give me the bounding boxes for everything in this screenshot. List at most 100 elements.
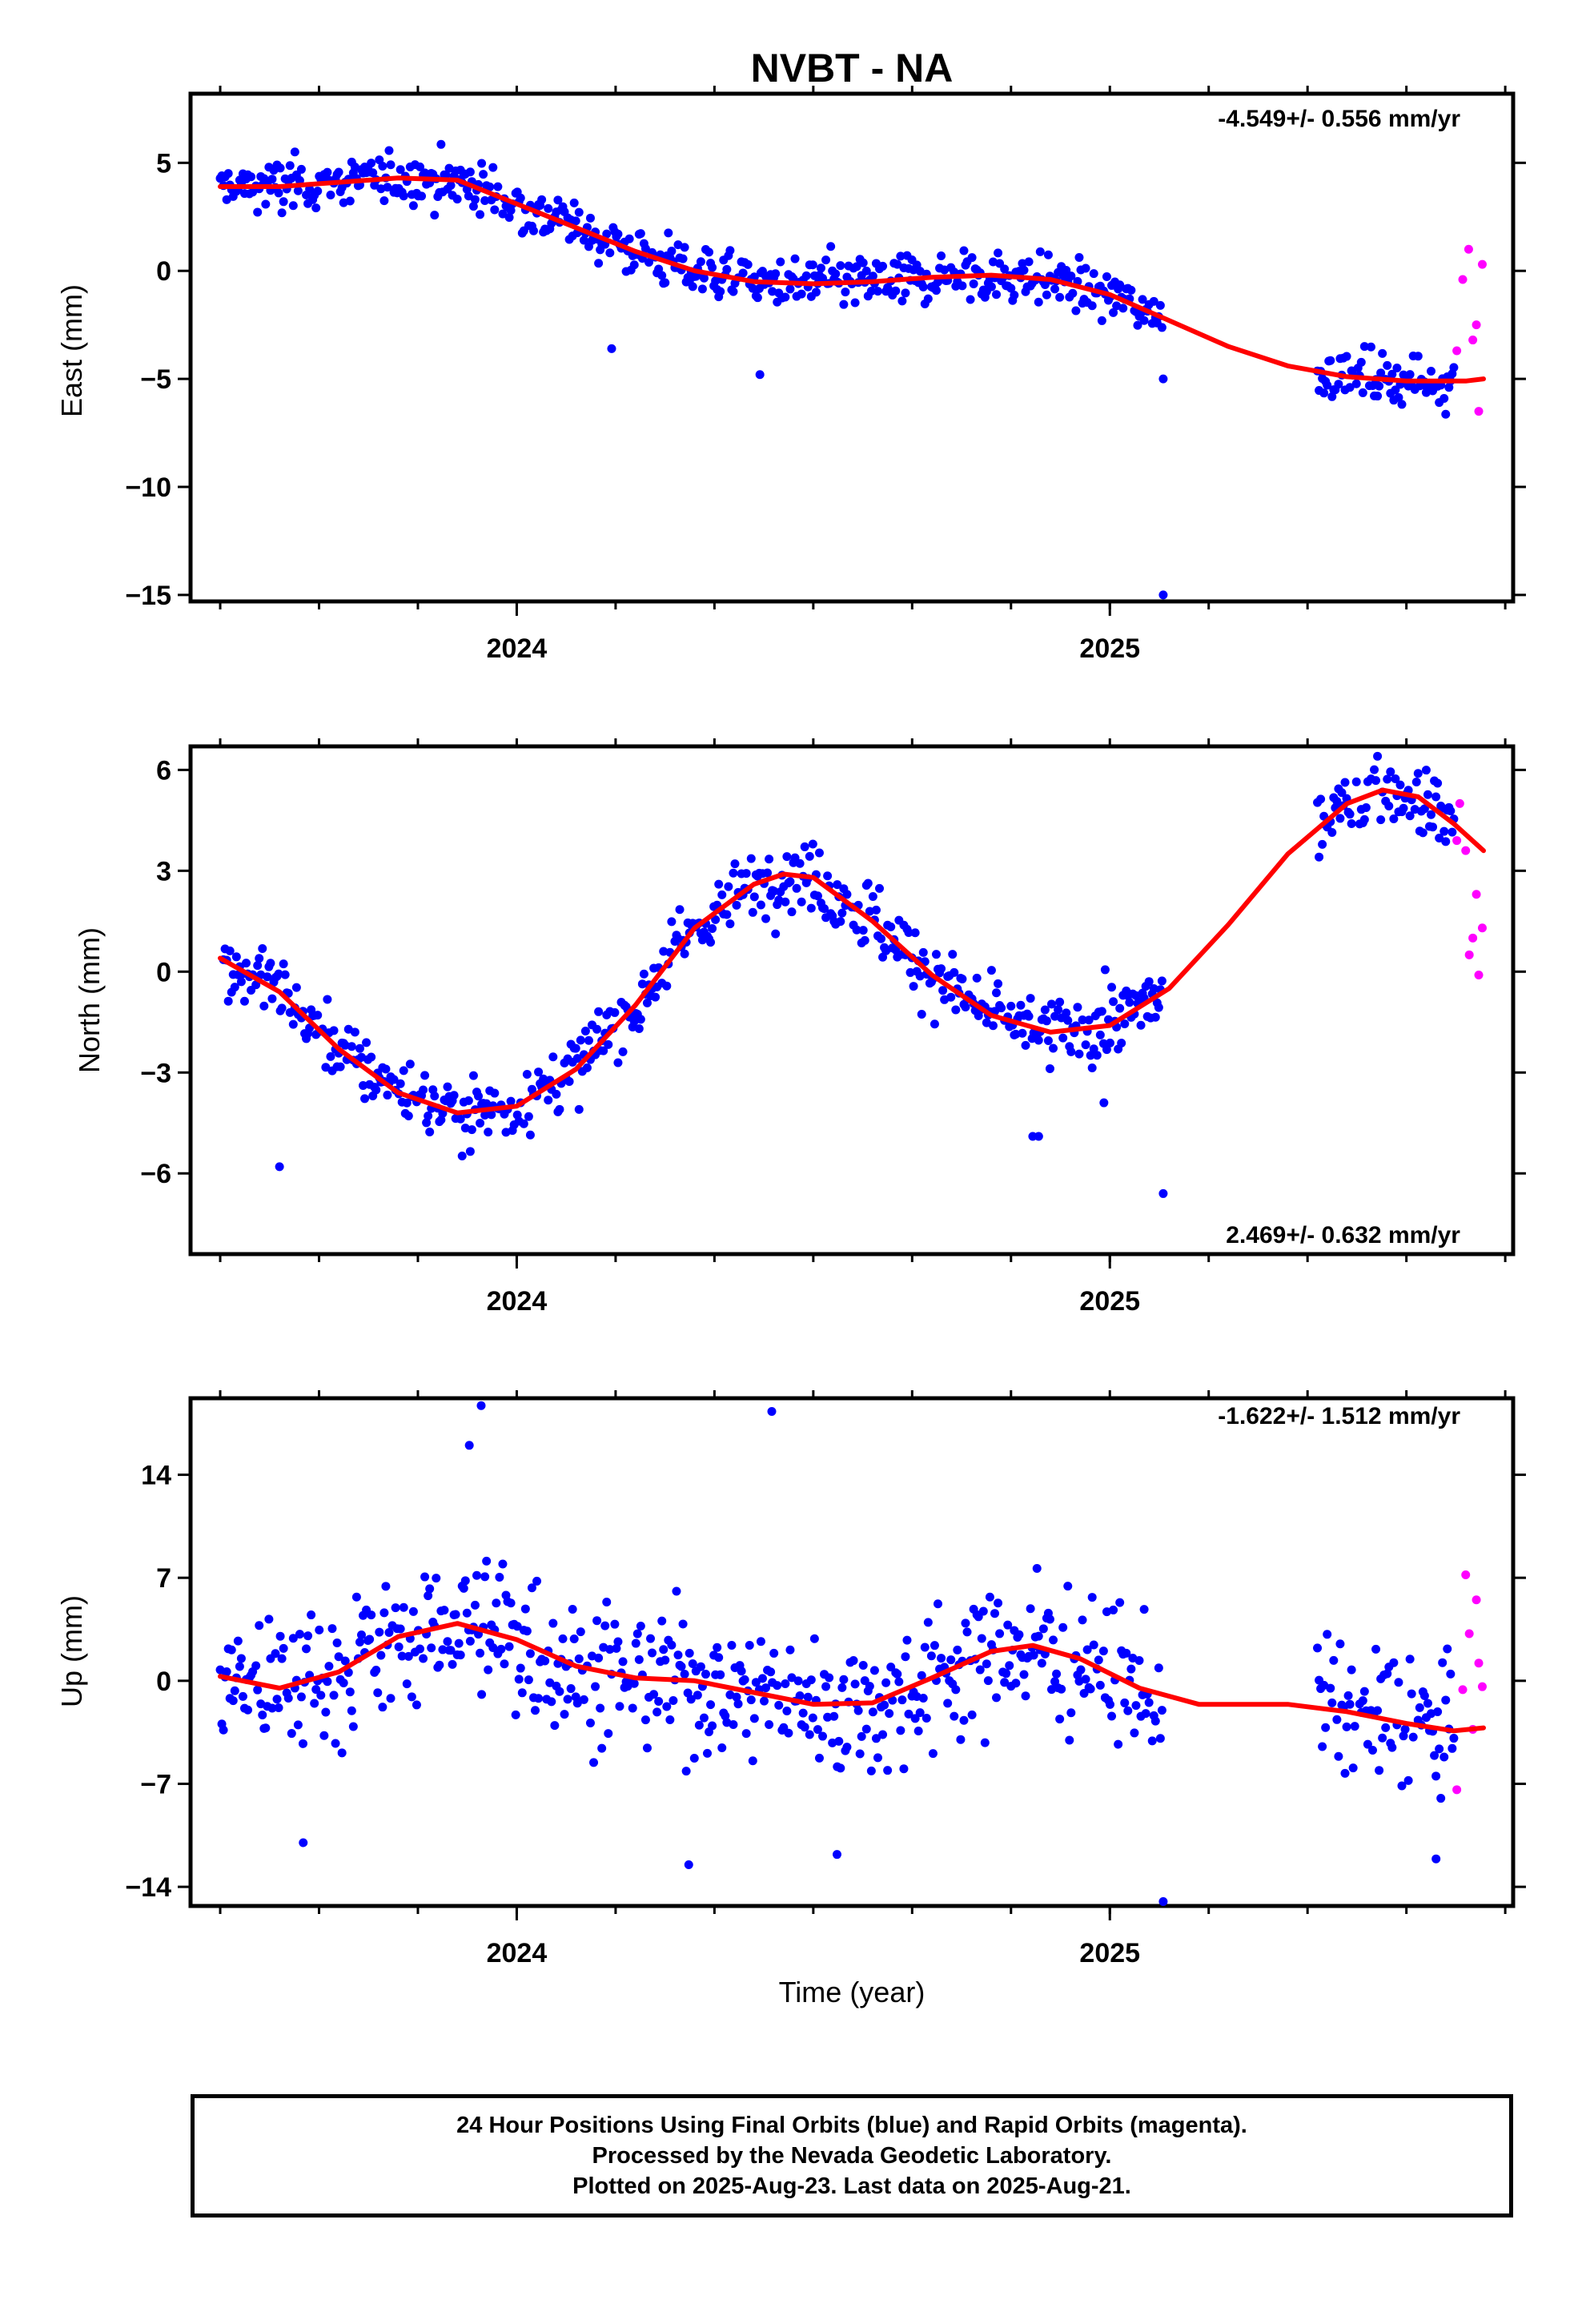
north-final-point (1413, 769, 1423, 778)
north-final-point (961, 1002, 970, 1011)
up-final-point (934, 1599, 943, 1609)
up-final-point (910, 1714, 920, 1723)
up-final-point (1408, 1732, 1418, 1742)
north-final-point (425, 1127, 435, 1136)
east-final-point (488, 163, 498, 172)
north-final-point (604, 1039, 613, 1049)
north-final-point (506, 1096, 516, 1106)
east-x-tick-label: 2025 (1079, 633, 1140, 664)
north-final-point (424, 1111, 433, 1120)
north-final-point (988, 1021, 998, 1031)
east-final-point (992, 290, 1002, 300)
up-final-point (480, 1572, 490, 1582)
up-final-point (1407, 1689, 1416, 1699)
east-axes: 2024 2025 −15 −10 −5 0 5 (125, 86, 1526, 664)
east-final-point (624, 234, 634, 243)
up-final-point (769, 1648, 779, 1658)
east-final-point (1024, 257, 1034, 267)
east-final-point (680, 243, 689, 252)
up-final-point (1431, 1771, 1441, 1781)
north-final-point (634, 1023, 644, 1033)
north-final-point (449, 1091, 459, 1100)
east-final-point (274, 188, 283, 198)
up-final-point (834, 1736, 844, 1746)
up-final-point (782, 1707, 792, 1716)
north-final-point (820, 904, 829, 914)
east-final-point (1351, 379, 1361, 388)
north-final-point (1157, 976, 1166, 986)
east-velocity-label: -4.549+/- 0.556 mm/yr (1218, 106, 1460, 132)
east-final-point (275, 163, 285, 173)
north-final-point (1043, 1036, 1053, 1046)
up-final-point (793, 1676, 803, 1686)
up-final-point (1078, 1615, 1087, 1625)
up-x-tick-label: 2024 (487, 1938, 548, 1968)
east-final-point (267, 175, 277, 184)
up-final-point (427, 1643, 436, 1653)
up-final-point (496, 1644, 506, 1654)
east-final-point (367, 159, 376, 168)
north-final-point (1361, 802, 1371, 812)
north-final-point (1150, 1012, 1160, 1022)
up-final-point (379, 1608, 389, 1618)
north-final-point (1371, 776, 1381, 786)
up-rapid-point (1474, 1659, 1484, 1668)
up-final-point (271, 1649, 280, 1659)
north-final-point (1136, 1020, 1146, 1030)
east-final-point (1000, 264, 1010, 274)
east-final-point (722, 264, 732, 274)
east-final-point (868, 271, 877, 281)
north-final-point (1428, 822, 1438, 832)
up-final-point (465, 1636, 475, 1646)
up-final-point (1326, 1683, 1335, 1693)
north-final-point (288, 1019, 298, 1029)
up-final-point (902, 1635, 912, 1645)
east-final-point (569, 198, 579, 207)
up-final-point (348, 1722, 358, 1731)
up-final-point (1065, 1735, 1074, 1745)
east-final-point (785, 284, 795, 294)
up-final-point (1358, 1696, 1367, 1706)
east-final-point (811, 287, 821, 297)
east-final-point (516, 193, 525, 203)
north-final-point (524, 1112, 533, 1121)
up-final-point (1052, 1669, 1062, 1679)
up-final-point (228, 1696, 238, 1706)
north-final-point (706, 938, 716, 947)
up-final-point (288, 1634, 298, 1643)
up-final-point (693, 1691, 702, 1700)
east-final-point (808, 260, 817, 270)
east-final-point (464, 191, 473, 201)
up-final-point (1095, 1680, 1105, 1690)
east-final-point (861, 266, 871, 275)
up-final-point (920, 1642, 930, 1652)
up-rapid-point (1477, 1682, 1487, 1691)
east-rapid-point (1458, 275, 1468, 284)
up-final-point (1038, 1624, 1048, 1634)
east-final-point (636, 229, 645, 239)
north-axis-label: North (mm) (73, 927, 106, 1073)
north-x-tick-label: 2024 (487, 1286, 548, 1317)
up-final-point (516, 1663, 525, 1673)
up-final-point (885, 1709, 894, 1719)
up-final-point (1423, 1699, 1432, 1708)
up-final-point (757, 1674, 767, 1683)
up-final-point (694, 1720, 704, 1730)
up-final-point (1155, 1734, 1165, 1743)
north-final-point (1373, 751, 1383, 761)
up-final-point (785, 1645, 795, 1655)
up-final-point (749, 1714, 759, 1723)
up-final-point (857, 1731, 866, 1741)
up-final-point (803, 1692, 813, 1702)
up-final-point (853, 1706, 863, 1715)
up-final-point (899, 1764, 909, 1774)
north-final-point (274, 969, 283, 979)
up-y-tick-label: 7 (156, 1563, 171, 1594)
up-final-point (729, 1720, 738, 1730)
north-final-point (763, 868, 773, 878)
north-final-point (613, 1058, 623, 1068)
north-final-point (266, 959, 275, 968)
east-final-point (937, 251, 946, 260)
east-rapid-point (1474, 407, 1484, 416)
